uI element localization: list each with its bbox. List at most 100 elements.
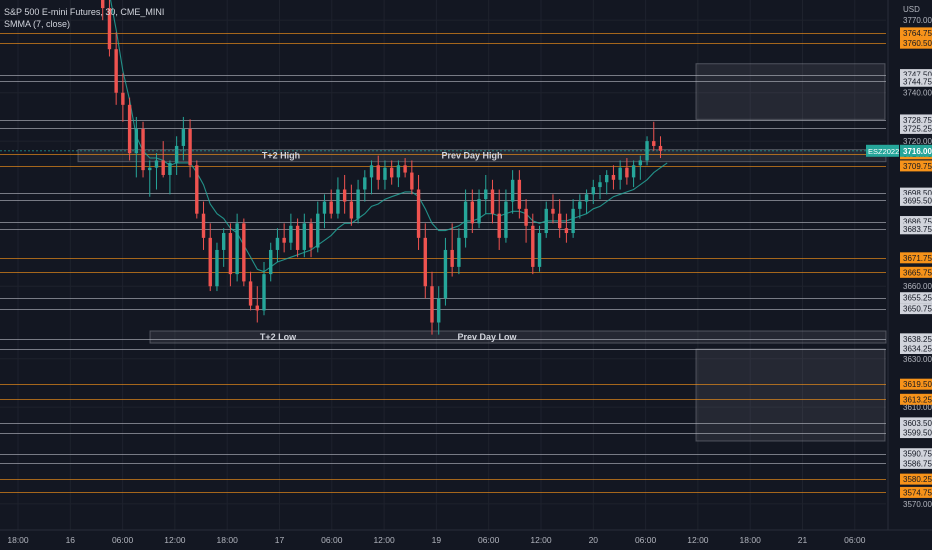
candle[interactable]	[544, 201, 548, 238]
candle[interactable]	[524, 199, 528, 243]
candle[interactable]	[652, 121, 656, 151]
candle[interactable]	[329, 189, 333, 219]
candle[interactable]	[423, 223, 427, 299]
candle[interactable]	[127, 97, 132, 161]
candle[interactable]	[631, 160, 636, 188]
indicator-title[interactable]: SMMA (7, close)	[4, 19, 71, 29]
candle[interactable]	[537, 225, 542, 272]
price-level-tag	[900, 427, 932, 439]
candle[interactable]	[450, 223, 454, 277]
candle[interactable]	[618, 160, 622, 190]
candle[interactable]	[638, 155, 643, 180]
candle[interactable]	[181, 116, 186, 161]
candle[interactable]	[282, 223, 286, 253]
candle[interactable]	[510, 170, 515, 214]
candle[interactable]	[316, 201, 320, 253]
candle[interactable]	[195, 160, 199, 219]
time-tick-label: 06:00	[635, 535, 657, 545]
candle[interactable]	[134, 116, 139, 178]
candle[interactable]	[154, 153, 159, 190]
candle[interactable]	[235, 213, 239, 282]
candle[interactable]	[107, 0, 112, 57]
candle[interactable]	[443, 237, 448, 306]
candle[interactable]	[322, 194, 327, 229]
candle[interactable]	[255, 286, 259, 323]
candle[interactable]	[114, 32, 118, 105]
candle[interactable]	[269, 242, 273, 282]
candle[interactable]	[201, 201, 206, 250]
candle[interactable]	[188, 119, 192, 178]
candle-body	[154, 160, 159, 168]
price-level-tag	[900, 343, 932, 355]
candle[interactable]	[369, 160, 374, 195]
candle[interactable]	[497, 189, 501, 250]
candle[interactable]	[584, 189, 589, 214]
candle[interactable]	[248, 271, 253, 311]
candle[interactable]	[477, 189, 481, 229]
candle[interactable]	[470, 189, 475, 234]
candle[interactable]	[101, 0, 105, 21]
price-axis[interactable]: USD3770.003740.003720.003660.003630.0036…	[866, 0, 932, 550]
candle[interactable]	[356, 179, 360, 224]
candle[interactable]	[625, 158, 629, 185]
candle[interactable]	[174, 136, 179, 175]
candle[interactable]	[336, 177, 340, 219]
candle[interactable]	[410, 160, 414, 195]
symbol-title[interactable]: S&P 500 E-mini Futures, 30, CME_MINI	[4, 7, 165, 17]
candle[interactable]	[121, 73, 125, 122]
candle[interactable]	[363, 170, 367, 202]
candle[interactable]	[262, 262, 266, 316]
candle[interactable]	[383, 160, 387, 190]
candle[interactable]	[578, 194, 582, 219]
candle[interactable]	[141, 121, 145, 178]
candle[interactable]	[309, 218, 313, 258]
candle[interactable]	[389, 160, 394, 185]
candle[interactable]	[564, 213, 569, 243]
candle[interactable]	[215, 242, 219, 292]
candle[interactable]	[242, 218, 246, 287]
candle[interactable]	[504, 189, 508, 243]
candle[interactable]	[275, 228, 280, 263]
candle[interactable]	[658, 136, 663, 159]
candle[interactable]	[403, 158, 407, 178]
candle[interactable]	[598, 174, 602, 200]
candle[interactable]	[605, 170, 609, 195]
candle[interactable]	[517, 170, 522, 219]
candle[interactable]	[457, 228, 461, 275]
candle-body	[349, 201, 354, 219]
candle[interactable]	[430, 271, 434, 335]
candle[interactable]	[437, 286, 441, 335]
time-axis[interactable]: 18:00 16 06:00 12:00 18:00 17 06:00 12:00 19 06:0…	[0, 529, 932, 545]
candle[interactable]	[645, 136, 649, 166]
candle[interactable]	[349, 184, 354, 226]
candle[interactable]	[376, 155, 380, 190]
time-tick-label: 18:00	[7, 535, 29, 545]
candle[interactable]	[168, 160, 172, 195]
candle[interactable]	[302, 213, 307, 258]
candle[interactable]	[289, 213, 293, 250]
candle[interactable]	[148, 160, 152, 197]
candle[interactable]	[228, 223, 233, 287]
candle-body	[295, 225, 300, 250]
candle[interactable]	[208, 223, 212, 292]
candle[interactable]	[396, 160, 401, 188]
candle[interactable]	[342, 174, 347, 214]
candle[interactable]	[591, 179, 595, 204]
candle[interactable]	[557, 199, 562, 238]
candle[interactable]	[531, 213, 535, 275]
candles[interactable]	[94, 0, 663, 335]
candle[interactable]	[551, 194, 555, 224]
candle[interactable]	[484, 174, 488, 214]
candle[interactable]	[416, 174, 421, 250]
candle[interactable]	[611, 165, 616, 190]
candle[interactable]	[490, 179, 495, 224]
price-level-tag	[900, 448, 932, 460]
candle[interactable]	[295, 218, 300, 258]
zone-label: Prev Day High	[441, 151, 502, 161]
candle[interactable]	[161, 141, 165, 178]
candle[interactable]	[463, 189, 468, 248]
price-level-tag-label: 3728.75	[903, 116, 932, 125]
candle[interactable]	[571, 199, 575, 238]
candle[interactable]	[221, 228, 226, 267]
